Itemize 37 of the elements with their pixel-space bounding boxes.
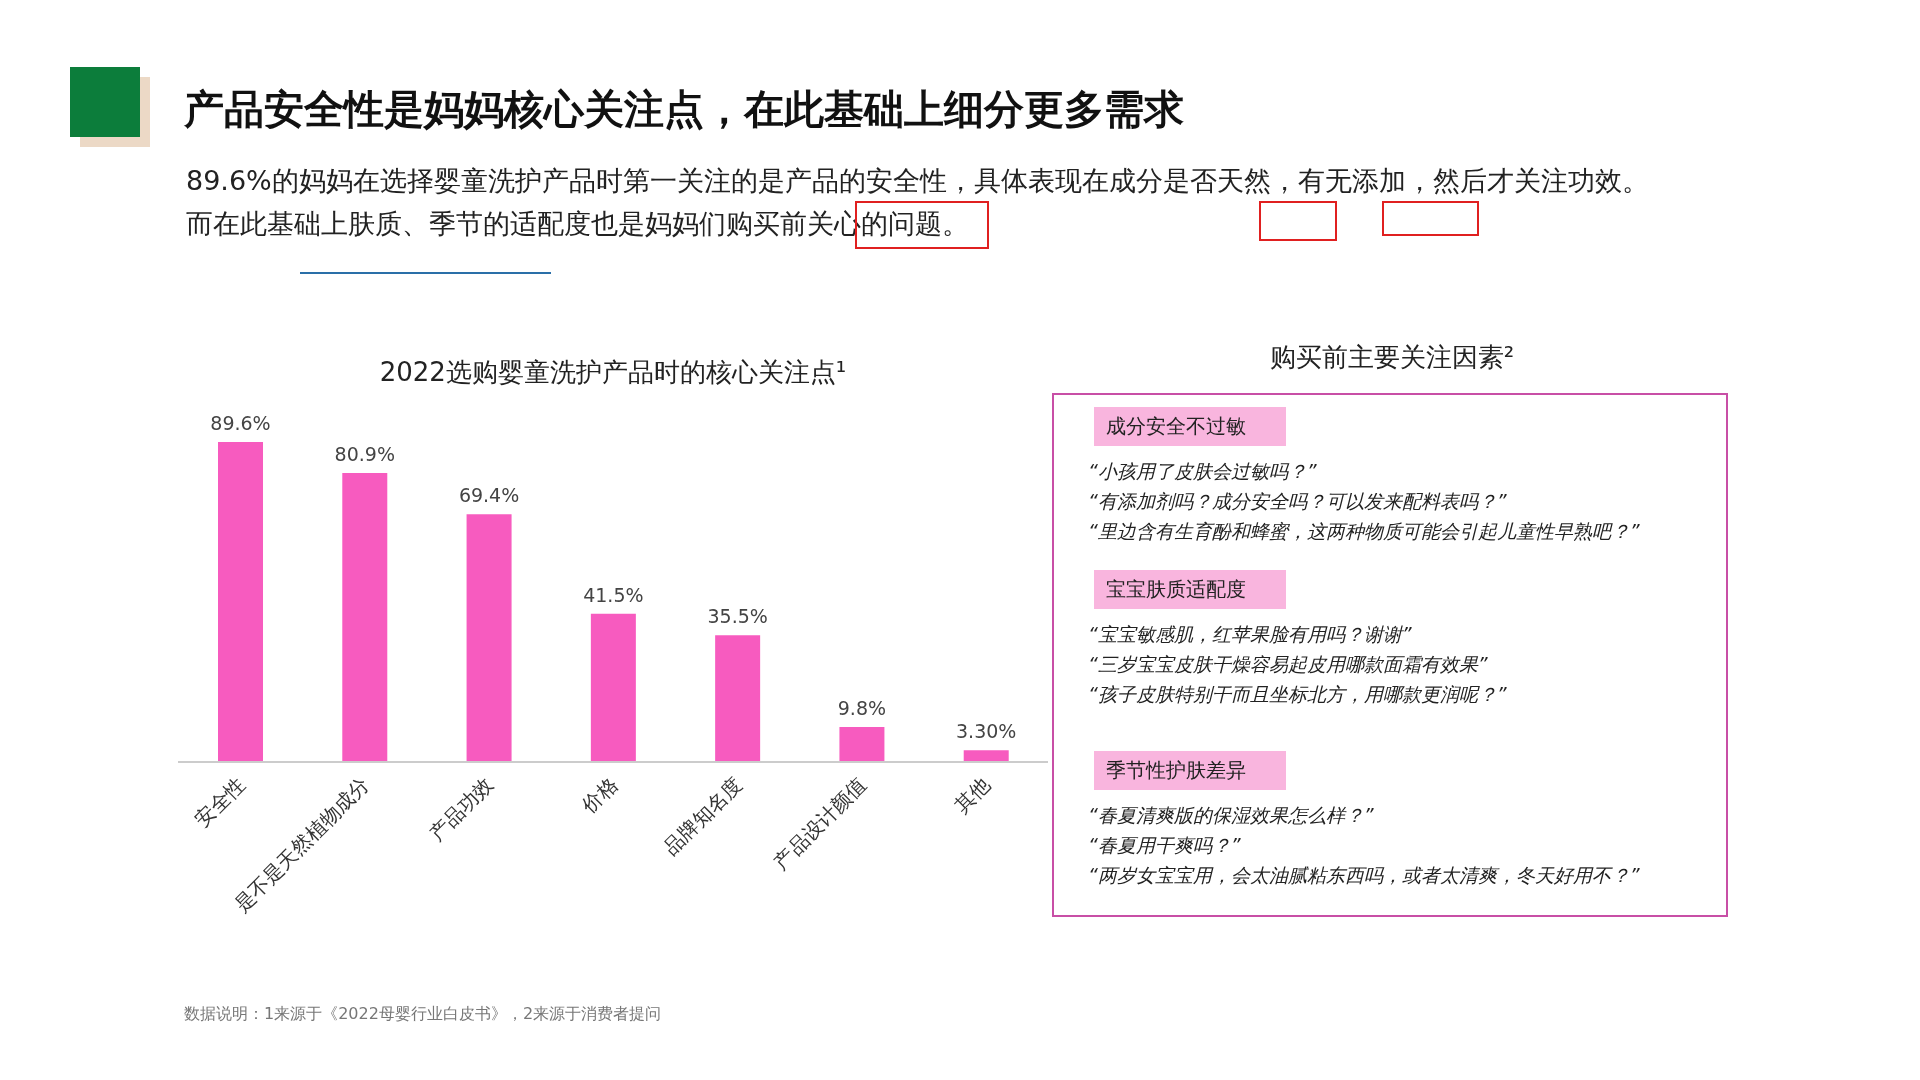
x-tick-label: 其他 (949, 772, 996, 818)
data-label: 69.4% (458, 484, 520, 507)
text: 89.6%的妈妈在选择婴童洗护产品时第一关注的是产品的安全性，具体表现在成分是否天然，有无添加，然后才关注功效。 (186, 164, 1649, 198)
text: “宝宝敏感肌，红苹果脸有用吗？谢谢” (1088, 622, 1413, 647)
text: 产品安全性是妈妈核心关注点，在此基础上细分更多需求 (184, 85, 1184, 134)
x-tick-label: 产品功效 (424, 772, 498, 846)
text: “小孩用了皮肤会过敏吗？” (1088, 459, 1318, 484)
chart-title: 2022选购婴童洗护产品时的核心关注点¹ (378, 356, 848, 389)
bar (715, 635, 761, 762)
data-label: 3.30% (956, 720, 1017, 743)
text: “里边含有生育酚和蜂蜜，这两种物质可能会引起儿童性早熟吧？” (1088, 519, 1641, 544)
bar (342, 473, 388, 762)
data-label: 80.9% (334, 443, 395, 466)
data-label: 35.5% (707, 605, 768, 628)
text: 数据说明：1来源于《2022母婴行业白皮书》，2来源于消费者提问 (184, 1004, 662, 1025)
bar (963, 750, 1009, 762)
text: “春夏清爽版的保湿效果怎么样？” (1088, 803, 1375, 828)
text: “三岁宝宝皮肤干燥容易起皮用哪款面霜有效果” (1088, 652, 1489, 677)
bar (590, 613, 636, 762)
data-label: 9.8% (837, 697, 887, 719)
bar (839, 727, 885, 762)
text: 购买前主要关注因素² (1268, 341, 1516, 374)
text: “有添加剂吗？成分安全吗？可以发来配料表吗？” (1088, 489, 1508, 514)
bar (466, 514, 512, 762)
x-tick-label: 安全性 (189, 772, 250, 832)
text: “春夏用干爽吗？” (1088, 833, 1242, 858)
category-label: 成分安全不过敏 (1094, 407, 1286, 446)
x-tick-label: 价格 (576, 772, 623, 819)
x-tick-label: 产品设计颜值 (768, 772, 871, 875)
data-label: 89.6% (210, 412, 271, 434)
category-label: 季节性护肤差异 (1094, 751, 1286, 790)
category-label: 宝宝肤质适配度 (1094, 570, 1286, 609)
text: “孩子皮肤特别干而且坐标北方，用哪款更润呢？” (1088, 682, 1508, 707)
text: “两岁女宝宝用，会太油腻粘东西吗，或者太清爽，冬天好用不？” (1088, 863, 1641, 888)
data-label: 41.5% (583, 583, 644, 606)
x-tick-label: 品牌知名度 (658, 772, 747, 860)
bar (218, 442, 263, 762)
